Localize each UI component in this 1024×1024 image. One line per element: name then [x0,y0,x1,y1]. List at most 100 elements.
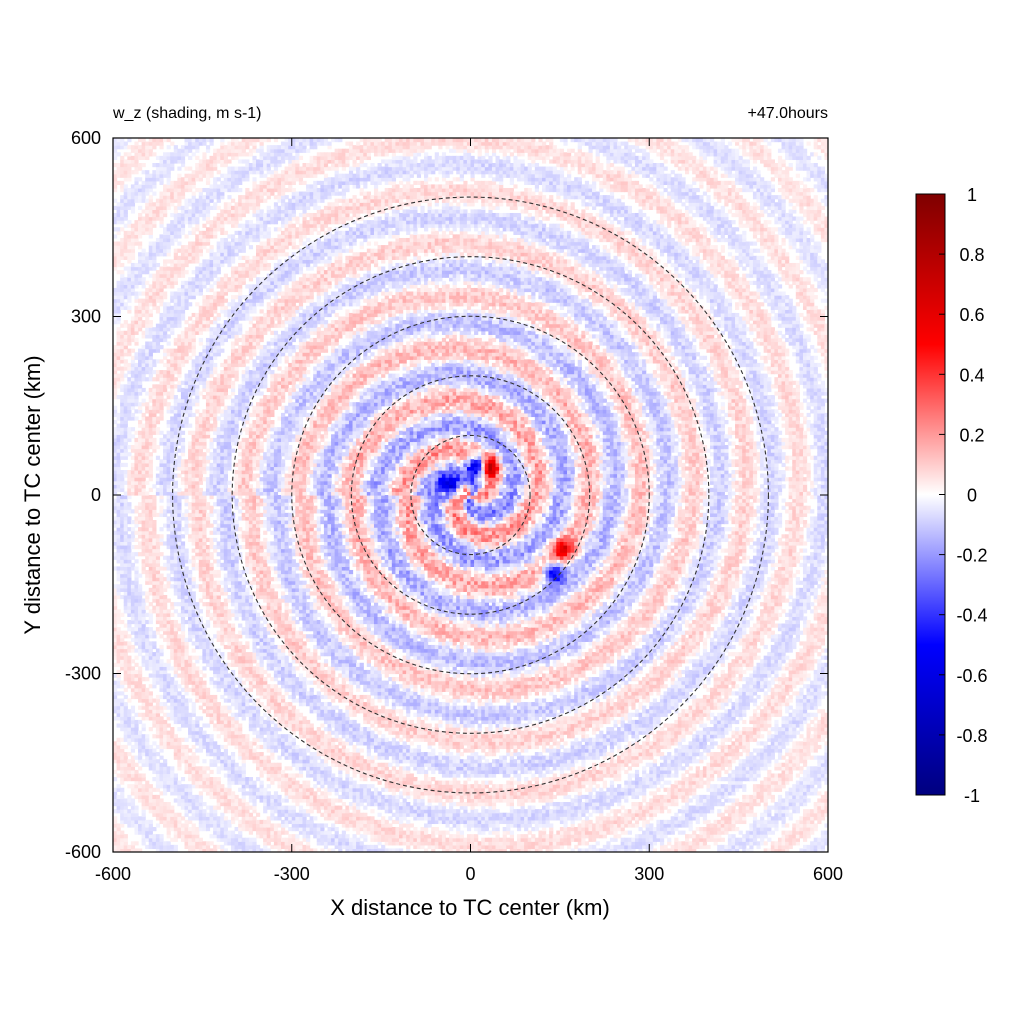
field-cell [217,563,221,567]
field-cell [127,159,131,163]
field-cell [156,477,160,481]
field-cell [195,723,199,727]
field-cell [145,716,149,720]
field-cell [138,766,142,770]
field-cell [163,445,167,449]
field-cell [199,356,203,360]
field-cell [134,524,138,528]
field-cell [206,381,210,385]
field-cell [174,563,178,567]
field-cell [145,199,149,203]
field-cell [113,427,117,431]
field-cell [192,477,196,481]
field-cell [185,595,189,599]
field-cell [113,649,117,653]
field-cell [181,552,185,556]
field-cell [131,627,135,631]
field-cell [206,781,210,785]
field-cell [181,545,185,549]
shading-field [113,138,829,853]
field-cell [124,349,128,353]
field-cell [117,363,121,367]
field-cell [181,798,185,802]
field-cell [138,156,142,160]
field-cell [117,302,121,306]
field-cell [220,424,224,428]
field-cell [177,474,181,478]
field-cell [156,763,160,767]
field-cell [195,566,199,570]
field-cell [152,277,156,281]
field-cell [227,495,231,499]
field-cell [142,841,146,845]
field-cell [127,495,131,499]
field-cell [124,256,128,260]
field-cell [152,798,156,802]
field-cell [170,816,174,820]
field-cell [202,302,206,306]
field-cell [159,770,163,774]
field-cell [145,556,149,560]
field-cell [224,242,228,246]
field-cell [117,449,121,453]
field-cell [177,798,181,802]
field-cell [220,449,224,453]
field-cell [210,399,214,403]
field-cell [145,424,149,428]
field-cell [145,506,149,510]
field-cell [138,452,142,456]
field-cell [142,645,146,649]
field-cell [131,238,135,242]
field-cell [192,295,196,299]
field-cell [170,441,174,445]
field-cell [142,370,146,374]
field-cell [174,206,178,210]
field-cell [113,152,117,156]
field-cell [220,381,224,385]
field-cell [159,488,163,492]
field-cell [127,816,131,820]
field-cell [167,698,171,702]
field-cell [177,402,181,406]
field-cell [210,763,214,767]
field-cell [142,784,146,788]
field-cell [163,242,167,246]
field-cell [134,466,138,470]
field-cell [127,759,131,763]
field-cell [142,706,146,710]
field-cell [167,502,171,506]
field-cell [192,556,196,560]
field-cell [177,409,181,413]
field-cell [167,391,171,395]
field-cell [188,659,192,663]
field-cell [124,802,128,806]
field-cell [217,402,221,406]
field-cell [174,516,178,520]
field-cell [124,438,128,442]
field-cell [220,420,224,424]
field-cell [170,391,174,395]
field-cell [159,649,163,653]
field-cell [213,816,217,820]
field-cell [170,459,174,463]
field-cell [170,381,174,385]
field-cell [224,338,228,342]
field-cell [149,520,153,524]
field-cell [113,227,117,231]
field-cell [149,709,153,713]
field-cell [145,359,149,363]
field-cell [210,552,214,556]
field-cell [159,327,163,331]
field-cell [127,299,131,303]
field-cell [124,516,128,520]
field-cell [210,142,214,146]
field-cell [185,256,189,260]
field-cell [185,649,189,653]
field-cell [138,402,142,406]
field-cell [142,552,146,556]
field-cell [177,463,181,467]
field-cell [152,720,156,724]
field-cell [149,631,153,635]
field-cell [199,677,203,681]
field-cell [210,581,214,585]
